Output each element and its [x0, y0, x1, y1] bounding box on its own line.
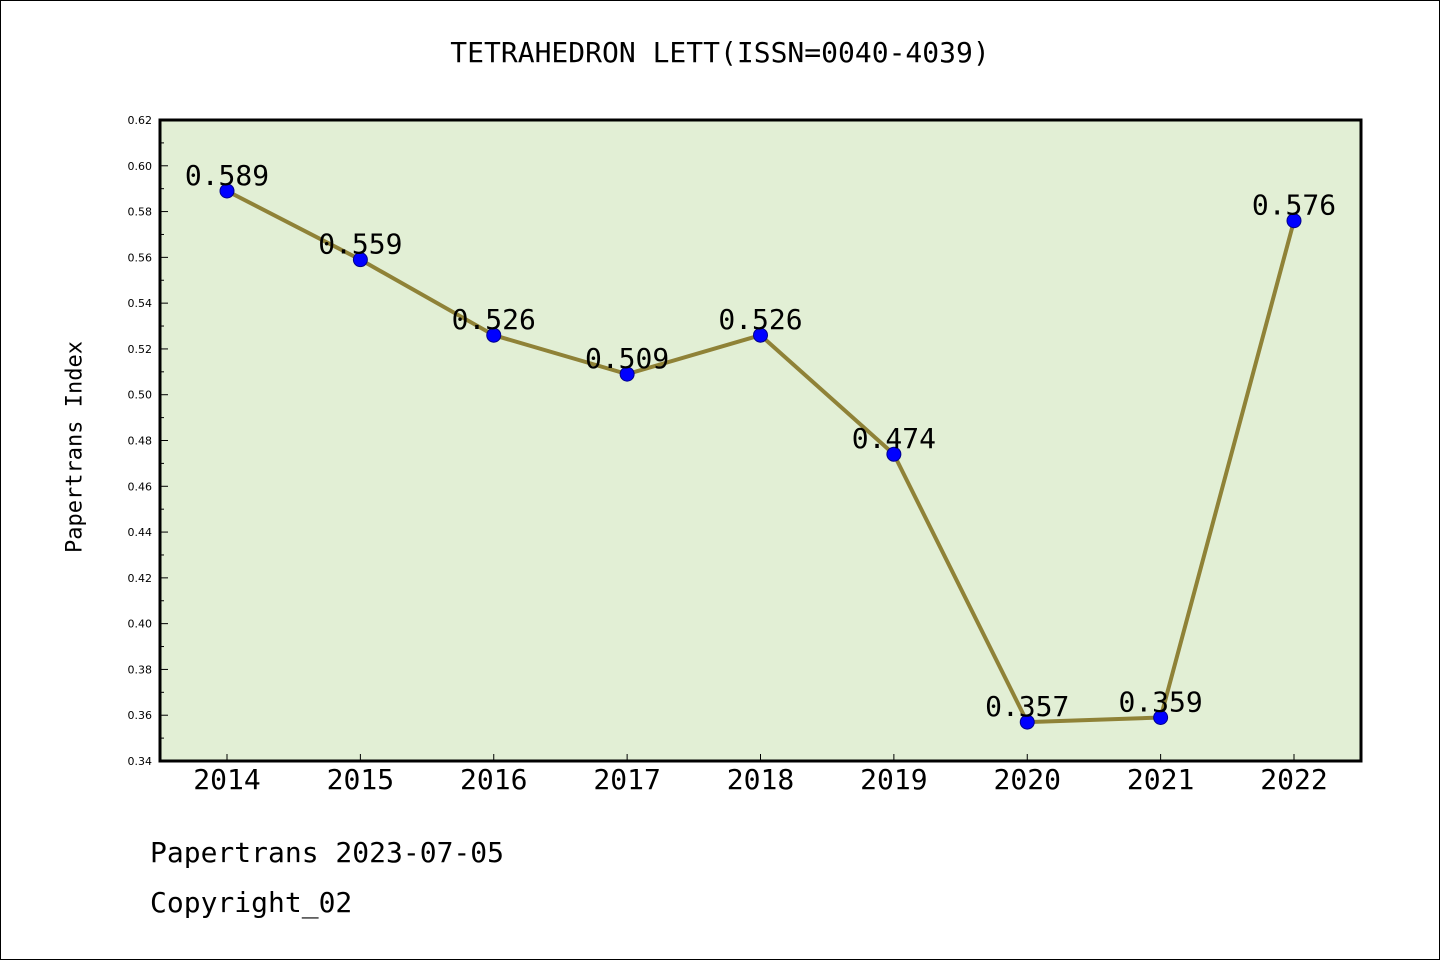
data-label: 0.576	[1252, 189, 1336, 222]
y-tick-label: 0.44	[128, 526, 153, 539]
data-label: 0.474	[852, 422, 936, 455]
data-label: 0.526	[718, 303, 802, 336]
y-tick-label: 0.58	[128, 206, 153, 219]
y-tick-label: 0.38	[128, 663, 153, 676]
y-tick-label: 0.42	[128, 572, 153, 585]
x-tick-label: 2018	[727, 763, 794, 796]
y-tick-label: 0.50	[128, 389, 153, 402]
x-tick-label: 2014	[193, 763, 260, 796]
plot-area-border	[158, 118, 1363, 763]
y-tick-label: 0.46	[128, 480, 153, 493]
data-point	[486, 327, 502, 343]
data-label: 0.509	[585, 342, 669, 375]
x-tick-label: 2019	[860, 763, 927, 796]
data-point	[352, 252, 368, 268]
y-tick-label: 0.52	[128, 343, 153, 356]
x-tick-label: 2017	[593, 763, 660, 796]
footer-date-text: Papertrans 2023-07-05	[150, 836, 505, 869]
data-point	[1153, 710, 1169, 726]
data-label: 0.357	[985, 690, 1069, 723]
plot-area-background	[160, 120, 1361, 761]
y-tick-label: 0.36	[128, 709, 153, 722]
y-tick-label: 0.56	[128, 251, 153, 264]
x-tick-label: 2021	[1127, 763, 1194, 796]
data-point	[1286, 213, 1302, 229]
x-tick-label: 2016	[460, 763, 527, 796]
data-label: 0.589	[185, 159, 269, 192]
data-point	[886, 446, 902, 462]
data-point	[1019, 714, 1035, 730]
chart-title: TETRAHEDRON LETT(ISSN=0040-4039)	[450, 36, 990, 69]
y-tick-label: 0.62	[128, 114, 153, 127]
data-point	[219, 183, 235, 199]
y-tick-label: 0.48	[128, 435, 153, 448]
x-tick-label: 2022	[1260, 763, 1327, 796]
x-tick-label: 2015	[327, 763, 394, 796]
data-label: 0.359	[1118, 686, 1202, 719]
data-point	[619, 366, 635, 382]
data-label: 0.526	[452, 303, 536, 336]
y-tick-label: 0.60	[128, 160, 153, 173]
y-tick-label: 0.34	[128, 755, 153, 768]
data-label: 0.559	[318, 228, 402, 261]
data-point	[753, 327, 768, 343]
footer-copyright-text: Copyright_02	[150, 886, 353, 919]
y-tick-label: 0.40	[128, 618, 153, 631]
y-tick-label: 0.54	[128, 297, 153, 310]
x-tick-label: 2020	[994, 763, 1061, 796]
